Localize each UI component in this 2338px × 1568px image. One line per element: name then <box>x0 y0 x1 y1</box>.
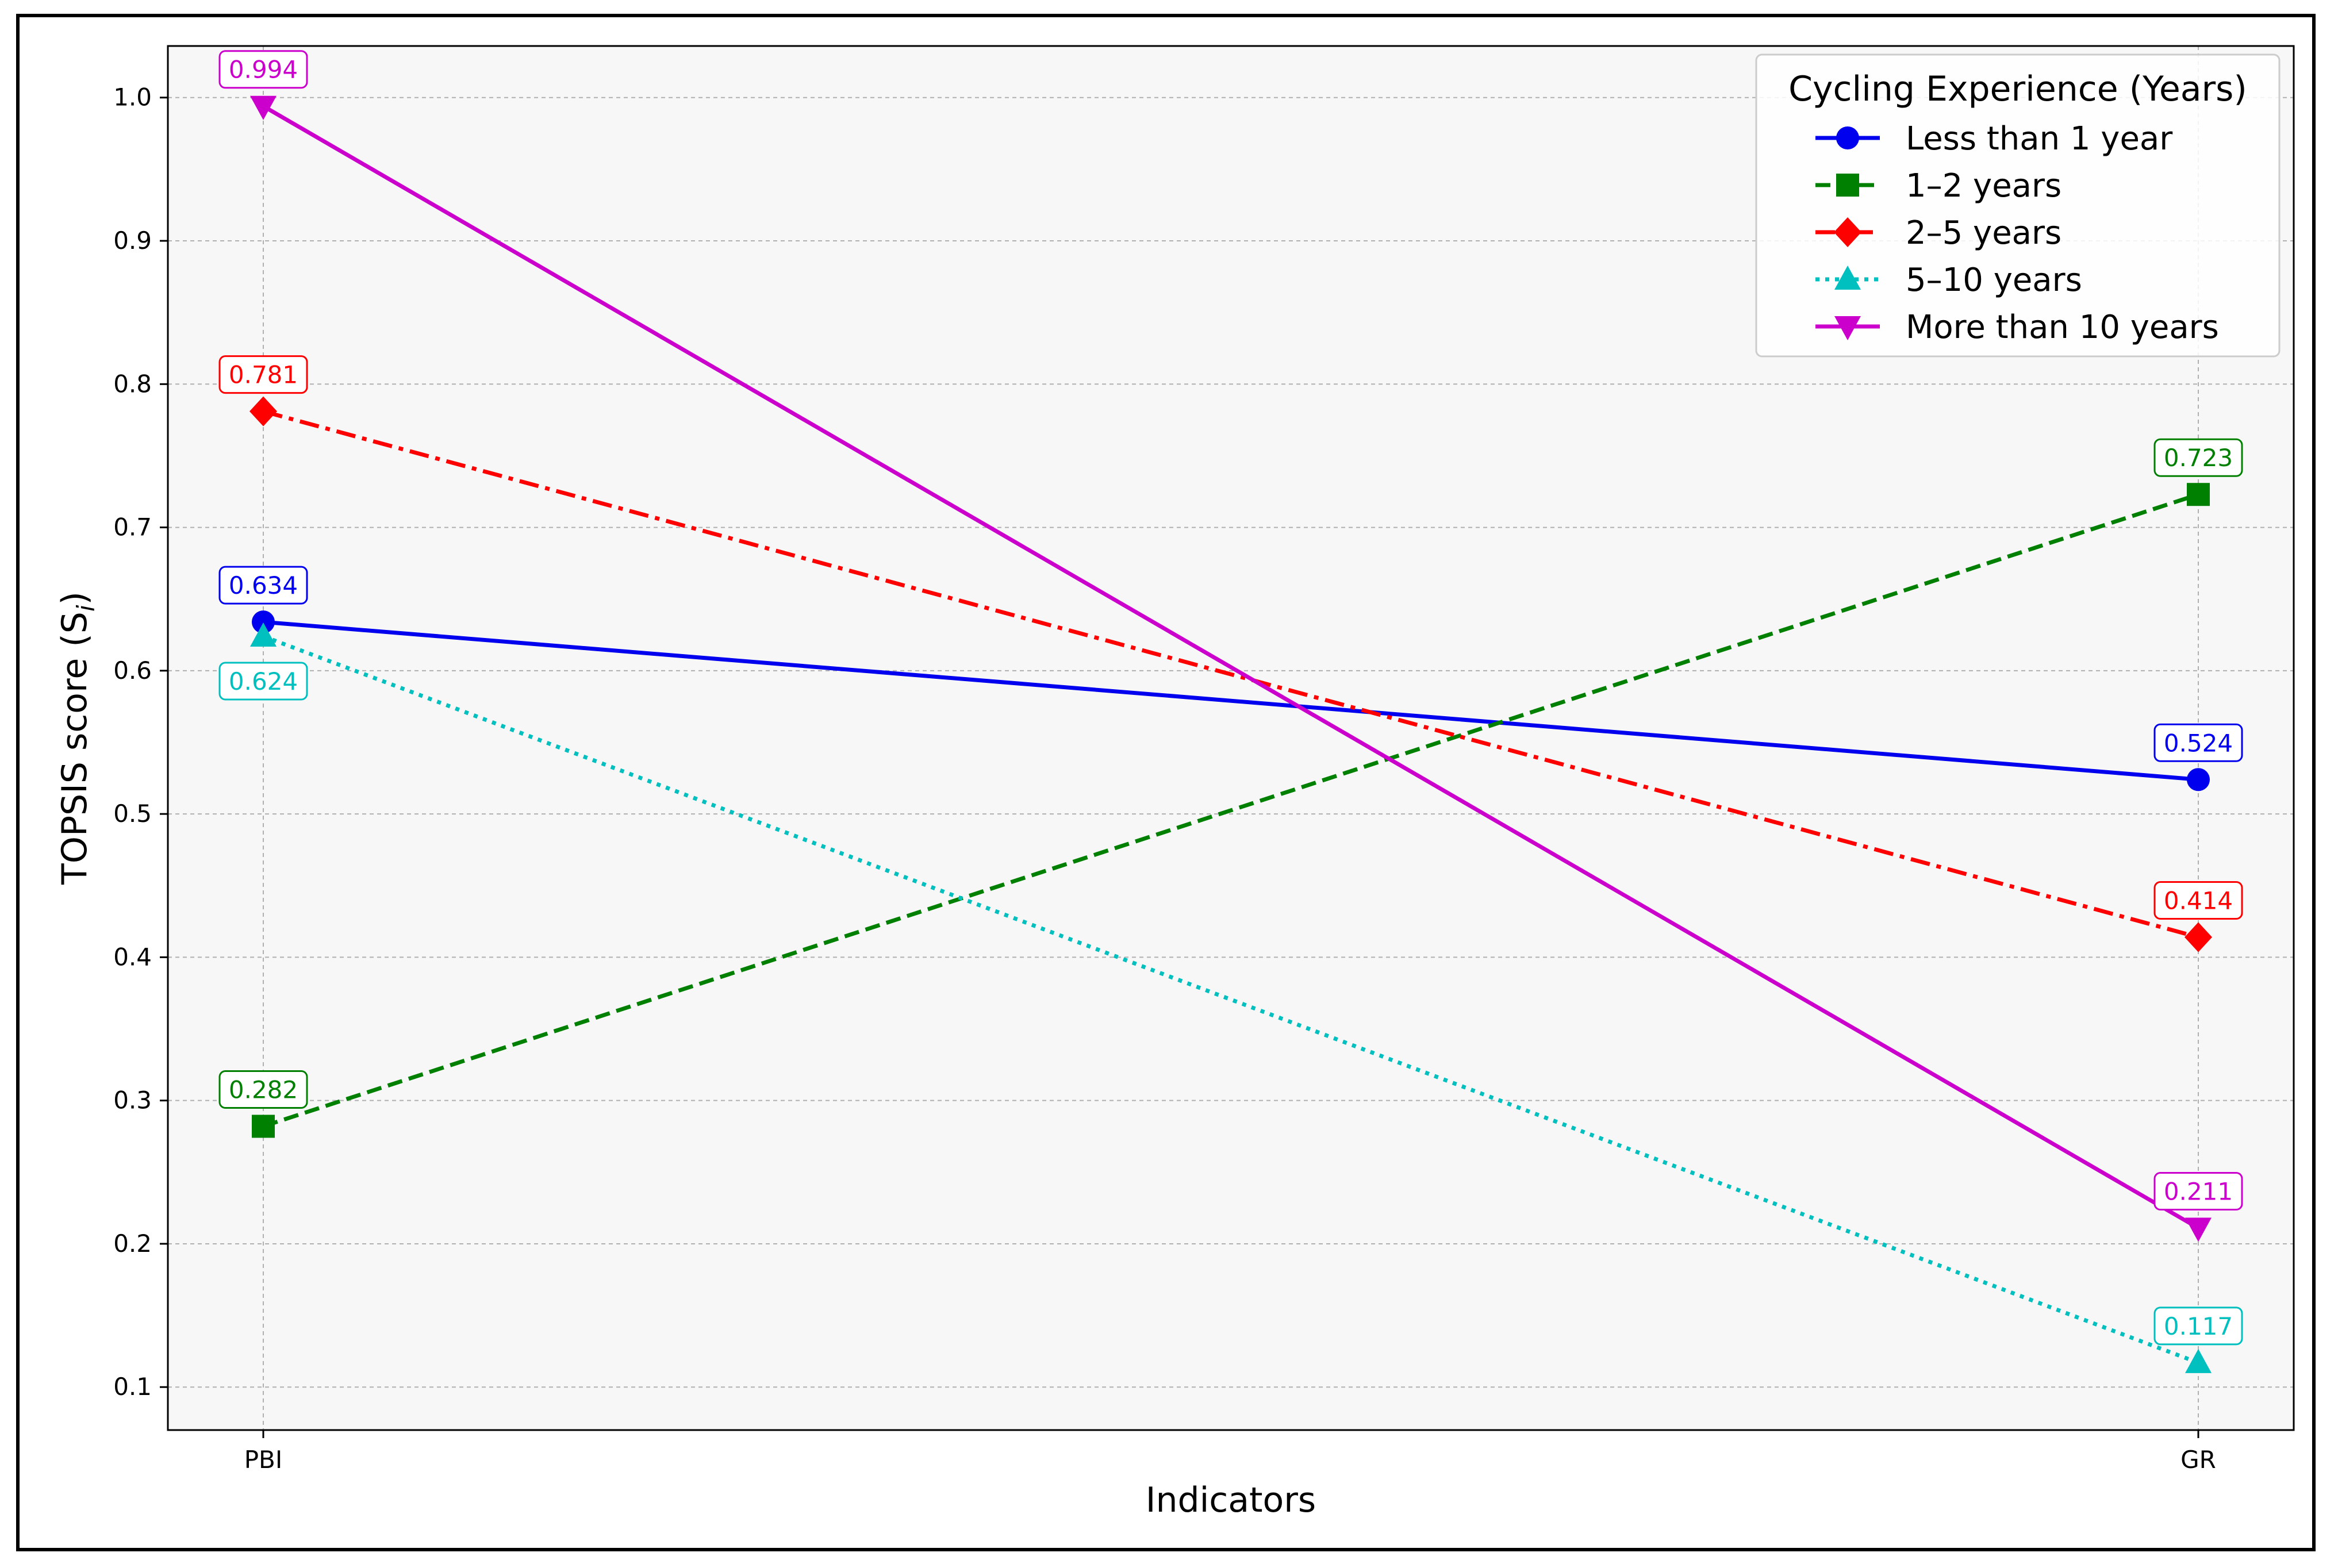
y-tick-label: 1.0 <box>113 83 152 112</box>
y-axis-label-subscript: i <box>72 605 100 612</box>
y-tick-label: 0.3 <box>113 1086 152 1114</box>
x-tick-label: PBI <box>244 1446 283 1474</box>
series-line-2-5-years <box>263 409 2199 939</box>
legend-marker <box>1836 126 1859 149</box>
data-label: 0.414 <box>2153 881 2243 920</box>
data-point-marker <box>252 1114 275 1138</box>
legend-marker <box>1834 217 1861 247</box>
data-label-text: 0.414 <box>2164 886 2233 914</box>
plot-border <box>167 45 2295 1431</box>
grid-lines <box>168 46 2294 1430</box>
data-label-box <box>2153 723 2243 762</box>
legend-marker <box>1834 316 1861 340</box>
data-label-text: 0.117 <box>2164 1312 2233 1340</box>
legend-label: 1–2 years <box>1906 167 2061 205</box>
x-tick-label: GR <box>2180 1446 2216 1474</box>
y-tick-label: 0.7 <box>113 513 152 541</box>
data-label-text: 0.624 <box>229 667 298 695</box>
data-point-marker <box>249 396 277 426</box>
data-label: 0.634 <box>218 566 308 605</box>
data-label-box <box>218 662 308 701</box>
series-2-5-years <box>249 396 2212 952</box>
y-tick-label: 0.4 <box>113 943 152 971</box>
legend-marker <box>1834 266 1861 290</box>
y-axis-label: TOPSIS score (Si) <box>55 591 100 885</box>
legend-entry: 1–2 years <box>1815 167 2061 205</box>
y-tick-label: 0.1 <box>113 1373 152 1401</box>
data-point-marker <box>2185 922 2212 952</box>
data-label-text: 0.723 <box>2164 444 2233 472</box>
data-point-marker <box>2187 768 2210 791</box>
data-label-text: 0.994 <box>229 56 298 84</box>
data-label-box <box>218 355 308 394</box>
data-label: 0.723 <box>2153 438 2243 477</box>
legend-title: Cycling Experience (Years) <box>1788 69 2247 109</box>
y-tick-label: 0.2 <box>113 1229 152 1258</box>
data-label-box <box>2153 1306 2243 1346</box>
series-line-less-than-1-year <box>263 620 2199 782</box>
series-less-than-1-year <box>252 610 2210 791</box>
axes: 0.1 0.2 0.3 0.4 0.5 0.6 0.7 0.8 0.9 1.0 PBI GR <box>113 83 2216 1474</box>
legend-entries: Less than 1 year 1–2 years 2–5 years 5–10 y… <box>1815 120 2219 346</box>
series-line-5-10-years <box>262 634 2199 1365</box>
series-lines <box>249 95 2212 1373</box>
x-axis-label: Indicators <box>1146 1480 1316 1520</box>
y-tick-label: 0.8 <box>113 370 152 398</box>
legend-box <box>1755 53 2281 358</box>
data-label-box <box>218 1070 308 1109</box>
data-label-text: 0.282 <box>229 1076 298 1104</box>
data-label-box <box>2153 1172 2243 1211</box>
data-label: 0.282 <box>218 1070 308 1109</box>
data-labels: 0.634 0.524 0.282 0.723 0.781 0.414 0.624 0.117… <box>218 50 2243 1346</box>
data-point-marker <box>252 610 275 634</box>
data-label: 0.994 <box>218 50 308 89</box>
data-label-text: 0.211 <box>2164 1178 2233 1206</box>
series-line-1-2-years <box>262 492 2199 1128</box>
data-label: 0.624 <box>218 662 308 701</box>
legend-entry: Less than 1 year <box>1815 120 2173 157</box>
data-label: 0.781 <box>218 355 308 394</box>
data-label-text: 0.524 <box>2164 729 2233 757</box>
legend-label: 2–5 years <box>1906 214 2061 252</box>
data-label-text: 0.634 <box>229 571 298 599</box>
data-label: 0.211 <box>2153 1172 2243 1211</box>
series-more-than-10-years <box>250 95 2212 1242</box>
legend-entry: 5–10 years <box>1815 262 2082 299</box>
data-label: 0.117 <box>2153 1306 2243 1346</box>
series-line-more-than-10-years <box>262 104 2199 1230</box>
legend-entry: More than 10 years <box>1815 309 2219 346</box>
data-point-marker <box>2185 1348 2212 1373</box>
series-5-10-years <box>250 622 2212 1373</box>
legend-label: Less than 1 year <box>1906 120 2173 157</box>
data-label-box <box>218 566 308 605</box>
data-label-box <box>2153 881 2243 920</box>
legend-label: More than 10 years <box>1906 309 2219 346</box>
y-axis-label-close: ) <box>55 591 95 605</box>
legend-marker <box>1836 174 1859 197</box>
data-label: 0.524 <box>2153 723 2243 762</box>
y-tick-label: 0.6 <box>113 656 152 685</box>
y-axis-label-main: TOPSIS score (S <box>55 612 95 885</box>
y-tick-label: 0.9 <box>113 226 152 255</box>
legend: Cycling Experience (Years) Less than 1 y… <box>1755 53 2281 358</box>
legend-label: 5–10 years <box>1906 262 2082 299</box>
data-label-text: 0.781 <box>229 361 298 389</box>
data-label-box <box>218 50 308 89</box>
data-point-marker <box>2187 483 2210 506</box>
data-point-marker <box>250 622 277 647</box>
legend-entry: 2–5 years <box>1815 214 2061 252</box>
data-point-marker <box>2185 1217 2212 1242</box>
y-tick-label: 0.5 <box>113 800 152 828</box>
series-1-2-years <box>252 483 2210 1138</box>
data-label-box <box>2153 438 2243 477</box>
data-point-marker <box>250 95 277 120</box>
